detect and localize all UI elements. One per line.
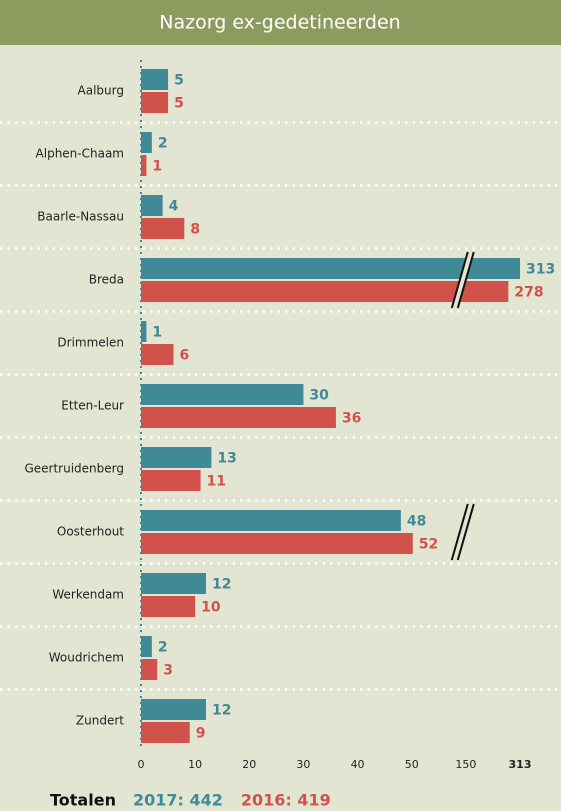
category-label: Baarle-Nassau	[37, 210, 124, 224]
category-label: Aalburg	[78, 84, 124, 98]
value-label: 11	[207, 474, 226, 490]
value-label: 13	[217, 451, 236, 467]
value-label: 1	[152, 159, 162, 175]
value-label: 48	[407, 514, 426, 530]
value-label: 1	[152, 325, 162, 341]
bar	[141, 596, 196, 617]
value-label: 36	[342, 411, 361, 427]
value-label: 3	[163, 663, 173, 679]
value-label: 10	[201, 600, 221, 616]
axis-break	[451, 504, 474, 562]
bar	[141, 510, 401, 531]
value-label: 2	[158, 640, 168, 656]
category-label: Alphen-Chaam	[36, 147, 124, 161]
x-tick-label: 0	[138, 758, 145, 771]
category-label: Oosterhout	[57, 525, 124, 539]
value-label: 5	[174, 96, 184, 112]
value-label: 2	[158, 136, 168, 152]
value-label: 4	[169, 199, 179, 215]
chart-title: Nazorg ex-gedetineerden	[159, 12, 400, 34]
bar	[141, 321, 147, 342]
x-tick-label: 30	[296, 758, 310, 771]
bar	[141, 281, 509, 302]
bar	[141, 258, 520, 279]
category-label: Etten-Leur	[61, 399, 124, 413]
value-label: 9	[196, 726, 206, 742]
category-label: Werkendam	[52, 588, 124, 602]
bar	[141, 195, 163, 216]
category-label: Geertruidenberg	[24, 462, 124, 476]
bar	[141, 384, 304, 405]
axis-break	[450, 251, 469, 309]
bar	[141, 699, 206, 720]
value-label: 30	[309, 388, 329, 404]
category-label: Zundert	[76, 714, 124, 728]
bar	[141, 344, 174, 365]
x-tick-label: 313	[509, 758, 532, 771]
bar	[141, 533, 413, 554]
bar	[141, 92, 169, 113]
bar	[141, 573, 206, 594]
category-label: Drimmelen	[57, 336, 124, 350]
category-label: Breda	[89, 273, 124, 287]
value-label: 12	[212, 703, 231, 719]
bar	[141, 636, 152, 657]
axis-break	[451, 252, 474, 310]
x-tick-label: 50	[405, 758, 419, 771]
value-label: 5	[174, 73, 184, 89]
x-tick-label: 150	[455, 758, 476, 771]
x-tick-label: 20	[242, 758, 256, 771]
value-label: 52	[419, 537, 438, 553]
bar	[141, 155, 147, 176]
value-label: 8	[190, 222, 200, 238]
bar	[141, 659, 158, 680]
bar	[141, 69, 169, 90]
axis-break	[450, 503, 469, 561]
value-label: 278	[514, 285, 543, 301]
axis-break	[456, 251, 475, 309]
bar	[141, 470, 201, 491]
legend-entry: 2016: 419	[241, 791, 331, 810]
bar	[141, 132, 152, 153]
axis-break	[456, 503, 475, 561]
legend-title: Totalen	[50, 791, 116, 810]
legend-entry: 2017: 442	[133, 791, 223, 810]
bar	[141, 407, 336, 428]
bar	[141, 218, 185, 239]
x-tick-label: 40	[351, 758, 365, 771]
value-label: 6	[179, 348, 189, 364]
x-tick-label: 10	[188, 758, 202, 771]
value-label: 313	[526, 262, 555, 278]
bar	[141, 722, 190, 743]
header	[0, 0, 561, 45]
value-label: 12	[212, 577, 231, 593]
bar	[141, 447, 212, 468]
category-label: Woudrichem	[49, 651, 124, 665]
